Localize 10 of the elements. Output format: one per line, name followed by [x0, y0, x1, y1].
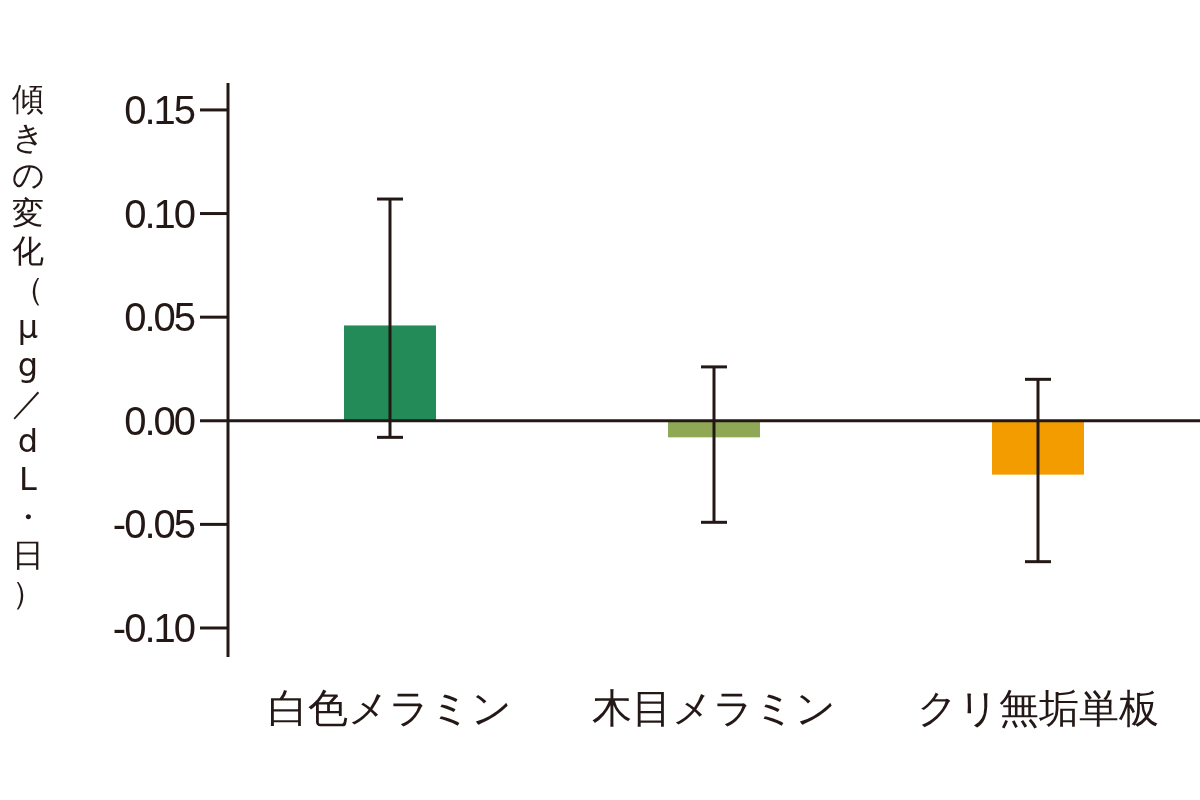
x-tick-label: 白色メラミン: [268, 685, 512, 731]
y-tick-label: 0.15: [124, 87, 195, 132]
y-tick-label: 0.00: [124, 398, 195, 443]
y-tick-label: 0.05: [124, 295, 195, 340]
x-tick-label: クリ無垢単板: [917, 685, 1159, 731]
x-tick-label: 木目メラミン: [592, 685, 836, 731]
y-tick-label: -0.10: [112, 605, 195, 650]
text: 傾きの変化（μg／dL・日）: [11, 80, 45, 612]
y-tick-label: 0.10: [124, 191, 195, 236]
y-tick-label: -0.05: [112, 502, 195, 547]
